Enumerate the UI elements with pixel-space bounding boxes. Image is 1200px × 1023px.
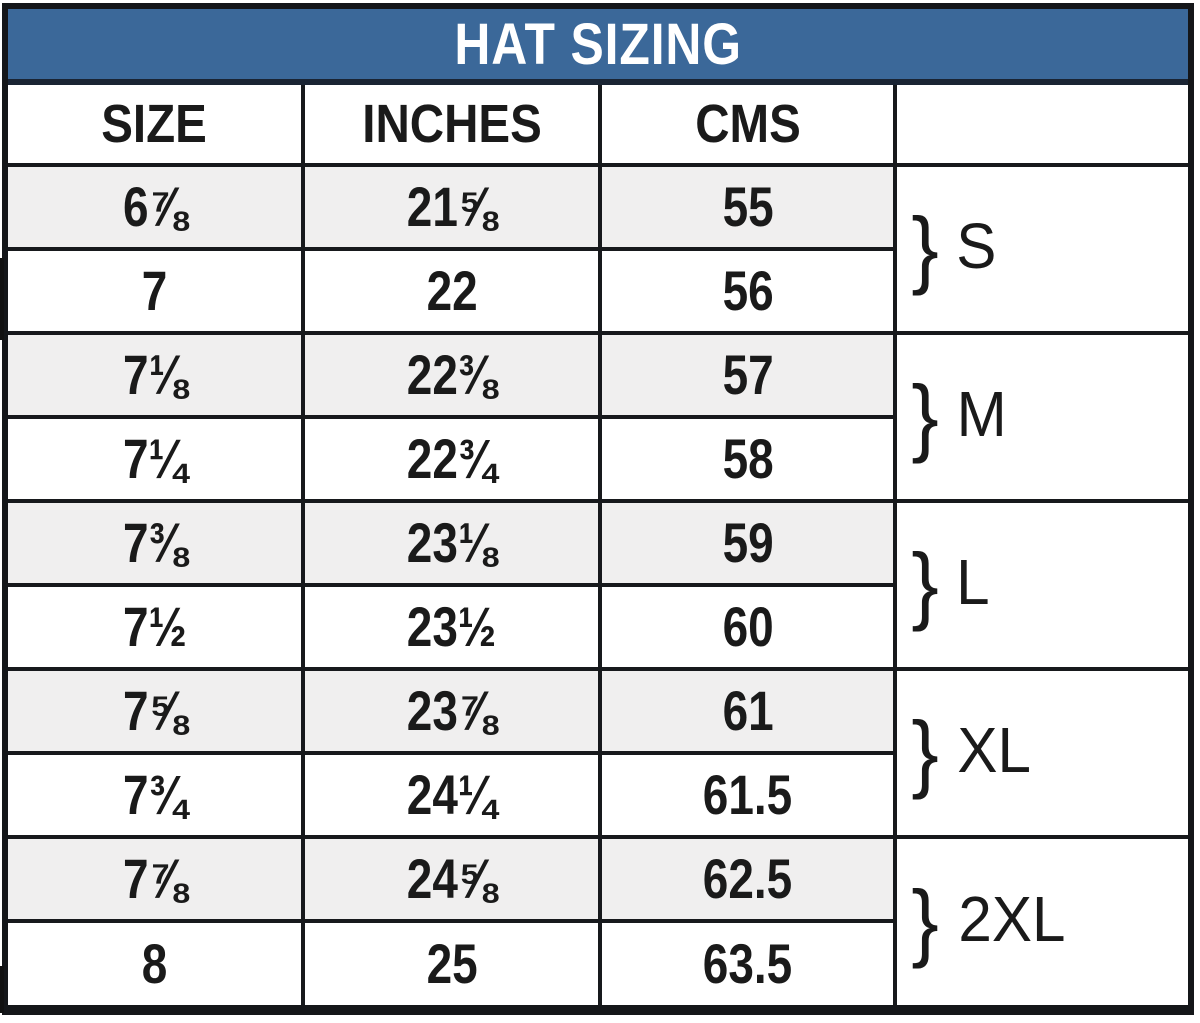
cms-cell: 57 [598, 331, 898, 419]
cms-cell: 61.5 [598, 751, 896, 839]
inches-cell: 21⅝ [300, 163, 603, 251]
inches-cell: 24⅝ [300, 835, 603, 923]
cms-cell: 59 [598, 499, 898, 587]
size-cell: 7½ [8, 583, 305, 671]
sizing-table: SIZE INCHES CMS 6⅞ 21⅝ 55 } S 7 2 [8, 85, 1188, 1005]
size-group-cell-2xl: } 2XL [893, 835, 1188, 1005]
table-row: 7⅞ 24⅝ 62.5 } 2XL [8, 835, 1188, 1005]
table-row: 6⅞ 21⅝ 55 } S [8, 163, 1188, 335]
cms-cell: 56 [598, 247, 896, 335]
table-row: 7½ 23½ 60 [8, 583, 1188, 671]
scan-edge-artifact [0, 966, 4, 1013]
cms-cell: 63.5 [598, 919, 896, 1005]
table-row: 8 25 63.5 [8, 919, 1188, 1005]
group-label: XL [957, 713, 1031, 786]
cms-cell: 58 [598, 415, 896, 503]
header-row: SIZE INCHES CMS [8, 85, 1188, 167]
inches-cell: 25 [300, 919, 603, 1005]
inches-cell: 23⅛ [300, 499, 603, 587]
column-header-group [893, 85, 1188, 167]
size-group-cell-m: } M [893, 331, 1188, 503]
group-label: 2XL [958, 882, 1066, 955]
column-header-cms: CMS [598, 85, 898, 167]
cms-cell: 55 [598, 163, 898, 251]
inches-cell: 22 [300, 247, 603, 335]
hat-sizing-table: HAT SIZING SIZE INCHES CMS 6⅞ 21⅝ 55 } [2, 3, 1194, 1015]
page-title: HAT SIZING [454, 11, 742, 77]
brace-icon: } [911, 536, 939, 633]
group-label: S [956, 209, 997, 282]
size-cell: 6⅞ [8, 163, 305, 251]
brace-icon: } [911, 704, 939, 801]
size-cell: 7¾ [8, 751, 305, 839]
size-cell: 7¼ [8, 415, 305, 503]
brace-icon: } [911, 873, 939, 970]
size-cell: 7 [8, 247, 305, 335]
column-header-size: SIZE [8, 85, 305, 167]
cms-cell: 60 [598, 583, 896, 671]
column-header-inches: INCHES [300, 85, 603, 167]
size-cell: 7⅛ [8, 331, 305, 419]
table-row: 7⅛ 22⅜ 57 } M [8, 331, 1188, 503]
size-cell: 7⅝ [8, 667, 305, 755]
size-cell: 7⅜ [8, 499, 305, 587]
table-row: 7 22 56 [8, 247, 1188, 335]
inches-cell: 22⅜ [300, 331, 603, 419]
inches-cell: 23½ [300, 583, 603, 671]
scan-edge-artifact [0, 258, 4, 340]
inches-cell: 24¼ [300, 751, 603, 839]
size-cell: 8 [8, 919, 305, 1005]
table-row: 7¾ 24¼ 61.5 [8, 751, 1188, 839]
size-cell: 7⅞ [8, 835, 305, 923]
inches-cell: 22¾ [300, 415, 603, 503]
group-label: L [955, 545, 990, 618]
inches-cell: 23⅞ [300, 667, 603, 755]
table-row: 7⅜ 23⅛ 59 } L [8, 499, 1188, 671]
brace-icon: } [911, 368, 939, 465]
table-row: 7⅝ 23⅞ 61 } XL [8, 667, 1188, 839]
cms-cell: 62.5 [598, 835, 898, 923]
size-group-cell-l: } L [893, 499, 1188, 671]
table-row: 7¼ 22¾ 58 [8, 415, 1188, 503]
size-group-cell-xl: } XL [893, 667, 1188, 839]
size-group-cell-s: } S [893, 163, 1188, 335]
brace-icon: } [911, 200, 939, 297]
cms-cell: 61 [598, 667, 898, 755]
group-label: M [956, 377, 1007, 450]
table-title-bar: HAT SIZING [8, 9, 1188, 85]
